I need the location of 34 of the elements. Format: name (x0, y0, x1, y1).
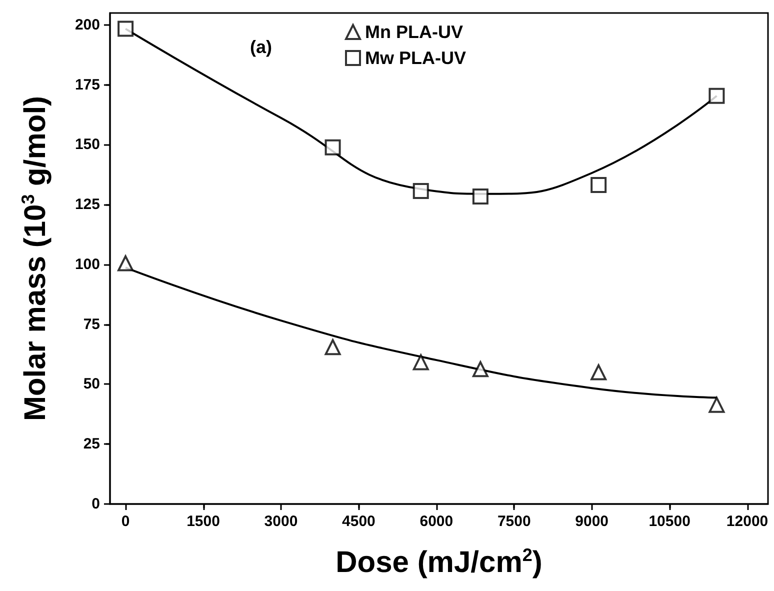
y-tick-label: 0 (92, 496, 100, 512)
y-tick-label: 100 (74, 256, 100, 273)
y-tick-label: 25 (83, 436, 100, 453)
point (118, 255, 134, 272)
annotation: (a) (250, 37, 272, 57)
y-tick-label: 75 (83, 316, 100, 333)
x-tick-label: 3000 (264, 513, 298, 530)
point (412, 182, 429, 199)
point (708, 88, 725, 104)
point (708, 396, 725, 413)
legend-label: Mw PLA-UV (365, 48, 466, 68)
y-tick-label: 200 (74, 16, 100, 34)
y-tick-label: 150 (74, 136, 100, 154)
point (412, 354, 429, 370)
point (472, 188, 488, 204)
x-tick-label: 10500 (648, 513, 690, 530)
legend-label: Mn PLA-UV (365, 22, 463, 42)
point (324, 339, 341, 356)
x-tick-label: 7500 (497, 513, 531, 530)
point (590, 176, 607, 193)
x-tick-label: 1500 (186, 513, 220, 530)
point (472, 361, 488, 378)
point (118, 20, 134, 37)
x-tick-label: 12000 (726, 513, 768, 530)
y-tick-label: 175 (74, 76, 100, 94)
x-tick-label: 6000 (420, 513, 454, 530)
y-tick-label: 125 (74, 196, 100, 214)
x-tick-label: 0 (121, 513, 130, 530)
x-tick-label: 9000 (575, 513, 609, 530)
y-axis-title: Molar mass (103 g/mol) (18, 96, 52, 422)
point (590, 364, 607, 380)
x-tick-label: 4500 (342, 513, 376, 530)
y-tick-label: 50 (83, 376, 100, 393)
point (324, 139, 341, 156)
